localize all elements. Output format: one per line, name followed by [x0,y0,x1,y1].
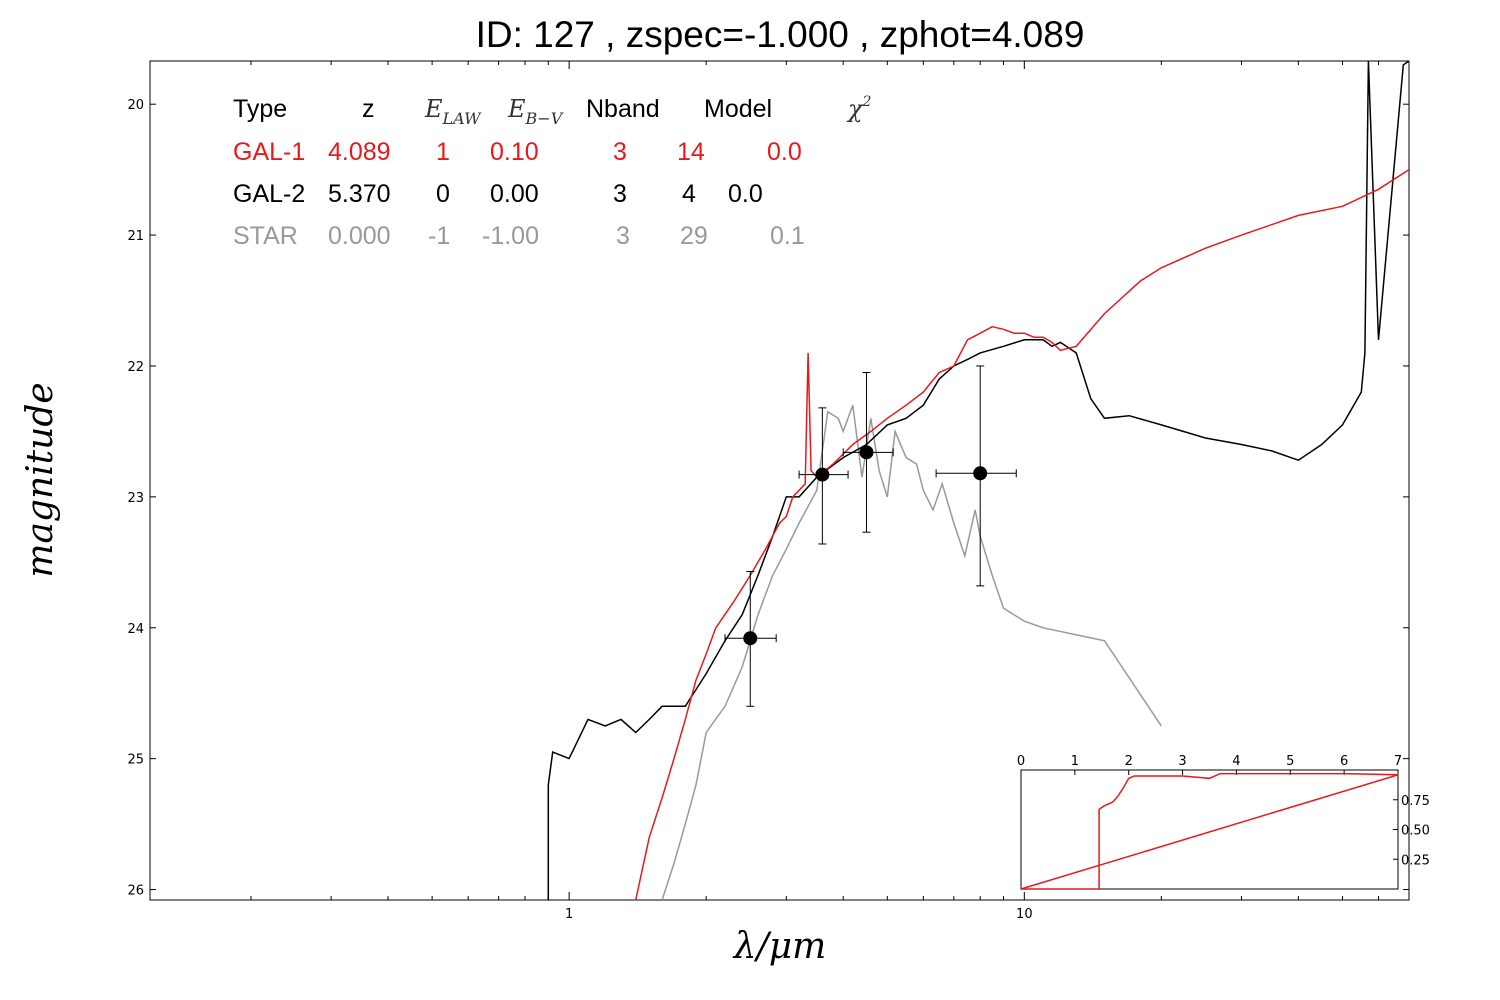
table-cell-gal-1: 0.10 [490,138,539,166]
table-cell-gal-1: 4.089 [328,138,391,166]
y-axis-label: magnitude [20,382,61,577]
table-header-ebv: EB−V [507,95,564,128]
table-cell-star: 3 [616,222,630,250]
inset-series [1020,772,1399,890]
photometry-point [859,445,874,460]
table-cell-gal-1: 0.0 [767,138,802,166]
table-cell-gal-2: 0 [436,180,450,208]
x-tick-label: 1 [565,907,573,922]
table-cell-gal-1: 1 [436,138,450,166]
inset-pdf-plot: 0 1 2 3 4 5 6 7 0.25 0.50 0.75 [1017,754,1430,890]
series-line-gal-2 [547,60,1410,900]
table-header-elaw: ELAW [424,95,482,128]
series-layer [547,60,1410,901]
table-cell-gal-2: 5.370 [328,180,391,208]
inset-y-tick-label: 0.25 [1401,853,1430,868]
photometry-points [724,365,1017,707]
table-cell-star: 0.1 [770,222,805,250]
y-tick-label: 22 [127,360,144,375]
photometry-point [815,467,830,482]
table-cell-star: -1 [428,222,450,250]
table-cell-star: 29 [680,222,708,250]
inset-axis-ticks: 0 1 2 3 4 5 6 7 0.25 0.50 0.75 [1017,754,1430,868]
inset-frame [1020,769,1399,890]
inset-x-tick-label: 6 [1340,754,1348,769]
photometry-point [973,466,988,481]
table-cell-gal-2: 3 [613,180,627,208]
inset-x-tick-label: 2 [1125,754,1133,769]
inset-x-tick-label: 5 [1286,754,1294,769]
inset-x-tick-label: 1 [1071,754,1079,769]
table-cell-gal-2: GAL-2 [233,180,305,208]
table-header-nband: Nband [586,95,660,123]
table-cell-star: STAR [233,222,298,250]
inset-x-tick-label: 3 [1178,754,1186,769]
table-header-model: Model [704,95,772,123]
y-tick-label: 20 [127,98,144,113]
y-tick-label: 23 [127,491,144,506]
table-cell-gal-2: 0.00 [490,180,539,208]
table-header-z: z [362,95,375,123]
inset-y-tick-label: 0.75 [1401,794,1430,809]
photometry-point [743,631,758,646]
y-tick-label: 25 [127,753,144,768]
chart-title: ID: 127 , zspec=-1.000 , zphot=4.089 [475,14,1085,55]
table-cell-gal-2: 0.0 [728,180,763,208]
table-rows: GAL-1 4.089 1 0.10 3 14 0.0 GAL-2 5.370 0 0.00 3 4 0.… [233,138,805,250]
table-header-chi2: χ2 [846,94,872,123]
series-line-star [661,404,1162,901]
plot-frame [149,60,1410,901]
y-tick-label: 21 [127,229,144,244]
inset-line-cumulative [1020,774,1399,890]
x-tick-label: 10 [1016,907,1033,922]
table-cell-star: -1.00 [482,222,539,250]
table-header-type: Type [233,95,287,123]
inset-line-pdf [1021,772,1399,890]
series-line-gal-1 [634,168,1410,901]
table-cell-gal-1: GAL-1 [233,138,305,166]
table-cell-gal-1: 14 [677,138,705,166]
table-cell-gal-1: 3 [613,138,627,166]
inset-y-tick-label: 0.50 [1401,824,1430,839]
table-cell-star: 0.000 [328,222,391,250]
y-tick-label: 24 [127,622,144,637]
inset-x-tick-label: 7 [1394,754,1402,769]
y-tick-label: 26 [127,884,144,899]
table-cell-gal-2: 4 [682,180,696,208]
fit-table: Type z ELAW EB−V Nband Model χ2 GAL-1 4.0… [233,94,872,250]
inset-x-tick-label: 4 [1232,754,1240,769]
inset-x-tick-label: 0 [1017,754,1025,769]
x-axis-label: λ/μm [732,926,826,967]
